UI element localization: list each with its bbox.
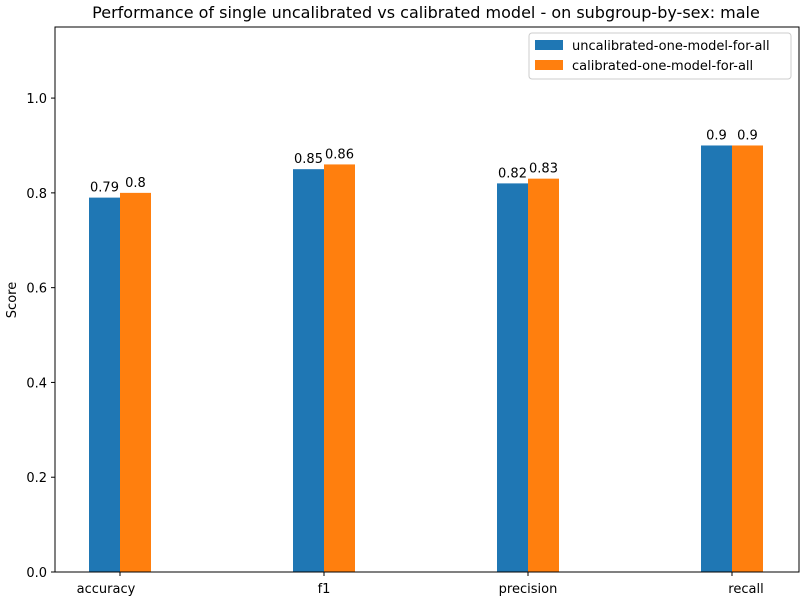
data-label: 0.8 (125, 176, 146, 191)
x-tick-label: recall (728, 582, 763, 597)
legend-swatch (535, 60, 563, 70)
bar (732, 145, 763, 572)
data-label: 0.82 (498, 166, 527, 181)
plot-frame (54, 26, 800, 573)
legend-swatch (535, 40, 563, 50)
legend-label: uncalibrated-one-model-for-all (572, 39, 770, 54)
bar (120, 192, 151, 572)
y-tick-label: 0.8 (26, 187, 47, 202)
data-label: 0.83 (529, 162, 558, 177)
y-tick-label: 0.6 (26, 282, 47, 297)
x-tick-label: accuracy (77, 582, 136, 597)
y-tick-label: 0.2 (26, 471, 47, 486)
legend-label: calibrated-one-model-for-all (572, 59, 753, 74)
bar (497, 183, 528, 573)
y-tick-label: 0.0 (26, 566, 47, 581)
data-label: 0.9 (706, 128, 727, 143)
data-label: 0.9 (737, 128, 758, 143)
x-tick-label: precision (499, 582, 558, 597)
legend: uncalibrated-one-model-for-all calibrated… (528, 32, 792, 80)
data-label: 0.85 (294, 152, 323, 167)
legend-box (528, 32, 792, 80)
x-tick-label: f1 (318, 582, 331, 597)
y-axis-label: Score (5, 282, 20, 318)
bar (528, 178, 559, 573)
bar (89, 197, 120, 572)
y-tick-label: 1.0 (26, 92, 47, 107)
bar (293, 169, 324, 572)
data-label: 0.79 (90, 181, 119, 196)
bar (701, 145, 732, 572)
chart-title: Performance of single uncalibrated vs ca… (92, 3, 760, 22)
y-tick-label: 0.4 (26, 376, 47, 391)
data-label: 0.86 (325, 147, 354, 162)
bar (324, 164, 355, 572)
